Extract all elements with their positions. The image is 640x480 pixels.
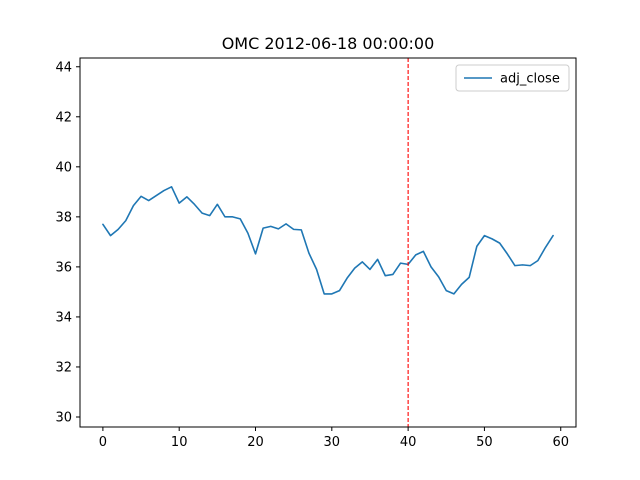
x-tick-label: 0 xyxy=(99,435,107,450)
y-tick-label: 42 xyxy=(55,110,72,125)
legend-label-adj_close: adj_close xyxy=(500,72,560,87)
plot-area: 0 10 20 30 40 50 60 30 32 34 36 38 40 42 44 adj_close xyxy=(55,57,577,450)
legend-box xyxy=(455,64,570,92)
x-tick-label: 50 xyxy=(476,435,493,450)
y-tick-label: 32 xyxy=(55,360,72,375)
x-tick-label: 40 xyxy=(400,435,417,450)
y-tick-label: 30 xyxy=(55,410,72,425)
y-tick-label: 40 xyxy=(55,160,72,175)
y-tick-label: 36 xyxy=(55,260,72,275)
y-tick-label: 44 xyxy=(55,60,72,75)
series-line-adj_close xyxy=(102,186,554,295)
y-tick-label: 34 xyxy=(55,310,72,325)
chart-title: OMC 2012-06-18 00:00:00 xyxy=(222,34,435,53)
x-tick-label: 30 xyxy=(324,435,341,450)
x-tick-label: 20 xyxy=(247,435,264,450)
x-tick-label: 10 xyxy=(171,435,188,450)
axes-frame xyxy=(79,57,577,428)
x-tick-label: 60 xyxy=(552,435,569,450)
y-tick-label: 38 xyxy=(55,210,72,225)
